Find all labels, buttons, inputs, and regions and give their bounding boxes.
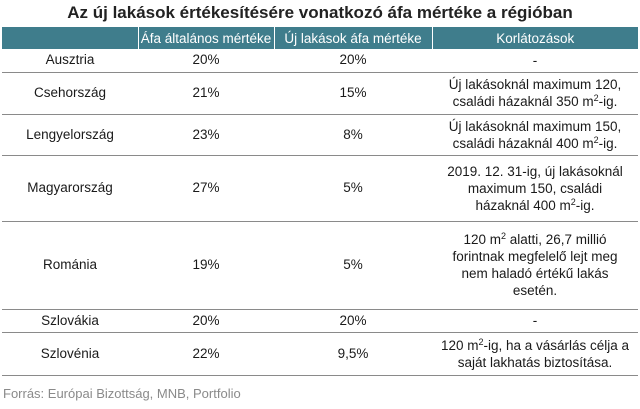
country-cell: Románia: [2, 221, 138, 310]
source-note: Forrás: Európai Bizottság, MNB, Portfoli…: [3, 386, 241, 401]
page-title: Az új lakások értékesítésére vonatkozó á…: [67, 3, 573, 22]
general-vat-cell: 20%: [138, 49, 274, 73]
table-row: Ausztria 20% 20% -: [2, 49, 638, 73]
restriction-line: házaknál 400 m: [475, 197, 571, 213]
restriction-line: esetén.: [512, 283, 558, 298]
new-housing-vat-cell: 15%: [274, 72, 432, 115]
country-cell: Ausztria: [2, 49, 138, 73]
restriction-line: -ig.: [598, 135, 618, 151]
restriction-line: 120 m: [440, 337, 479, 353]
new-housing-vat-cell: 8%: [274, 114, 432, 156]
general-vat-cell: 20%: [138, 309, 274, 333]
new-housing-vat-cell: 5%: [274, 155, 432, 222]
superscript: 2: [593, 93, 599, 103]
restriction-line: -ig.: [598, 94, 618, 109]
country-cell: Magyarország: [2, 155, 138, 222]
table-row: Magyarország 27% 5% 2019. 12. 31-ig, új …: [2, 155, 638, 222]
header-new-housing-vat: Új lakások áfa mértéke: [274, 27, 433, 49]
restriction-cell: -: [432, 309, 638, 333]
table-row: Csehország 21% 15% Új lakásoknál maximum…: [2, 72, 638, 115]
restriction-line: Új lakásoknál maximum 120,: [448, 77, 622, 92]
new-housing-vat-cell: 20%: [274, 49, 432, 73]
restriction-line: Új lakásoknál maximum 150,: [448, 118, 622, 134]
general-vat-cell: 22%: [138, 332, 274, 376]
general-vat-cell: 23%: [138, 114, 274, 156]
header-general-vat: Áfa általános mértéke: [138, 27, 275, 49]
restriction-line: forintnak megfelelő lejt meg: [452, 249, 618, 264]
restriction-cell: Új lakásoknál maximum 120, családi házak…: [432, 72, 638, 115]
new-housing-vat-cell: 5%: [274, 221, 432, 310]
general-vat-cell: 27%: [138, 155, 274, 222]
superscript: 2: [570, 196, 576, 207]
restriction-line: -ig.: [575, 197, 595, 213]
general-vat-cell: 19%: [138, 221, 274, 310]
header-country: [2, 27, 139, 49]
new-housing-vat-cell: 9,5%: [274, 332, 432, 376]
restriction-cell: -: [432, 49, 638, 73]
table-row: Románia 19% 5% 120 m2 alatti, 26,7 milli…: [2, 221, 638, 310]
restriction-text: -: [532, 52, 538, 68]
table-row: Szlovákia 20% 20% -: [2, 309, 638, 333]
restriction-line: 2019. 12. 31-ig, új lakásoknál: [447, 163, 623, 179]
restriction-line: családi házaknál 400 m: [452, 135, 594, 151]
restriction-line: 120 m: [463, 232, 501, 247]
restriction-cell: 120 m2 alatti, 26,7 millió forintnak meg…: [432, 221, 638, 310]
restriction-cell: 2019. 12. 31-ig, új lakásoknál maximum 1…: [432, 155, 638, 222]
new-housing-vat-cell: 20%: [274, 309, 432, 333]
superscript: 2: [478, 336, 484, 347]
restriction-cell: 120 m2-ig, ha a vásárlás célja a saját l…: [432, 332, 638, 376]
restriction-line: családi házaknál 350 m: [452, 94, 594, 109]
table-row: Lengyelország 23% 8% Új lakásoknál maxim…: [2, 114, 638, 156]
restriction-line: maximum 150, családi: [467, 180, 603, 196]
table-header-row: Áfa általános mértéke Új lakások áfa mér…: [2, 27, 638, 49]
restriction-text: -: [532, 313, 538, 328]
vat-table: Áfa általános mértéke Új lakások áfa mér…: [2, 27, 638, 376]
restriction-line: alatti, 26,7 millió: [506, 232, 607, 247]
restriction-line: nem haladó értékű lakás: [461, 266, 609, 281]
header-restrictions: Korlátozások: [432, 27, 638, 49]
general-vat-cell: 21%: [138, 72, 274, 115]
country-cell: Szlovákia: [2, 309, 138, 333]
country-cell: Csehország: [2, 72, 138, 115]
restriction-cell: Új lakásoknál maximum 150, családi házak…: [432, 114, 638, 156]
superscript: 2: [500, 231, 506, 241]
table-row: Szlovénia 22% 9,5% 120 m2-ig, ha a vásár…: [2, 332, 638, 376]
superscript: 2: [593, 134, 599, 145]
restriction-line: saját lakhatás biztosítása.: [457, 354, 613, 370]
country-cell: Lengyelország: [2, 114, 138, 156]
country-cell: Szlovénia: [2, 332, 138, 376]
restriction-line: -ig, ha a vásárlás célja a: [483, 337, 630, 353]
